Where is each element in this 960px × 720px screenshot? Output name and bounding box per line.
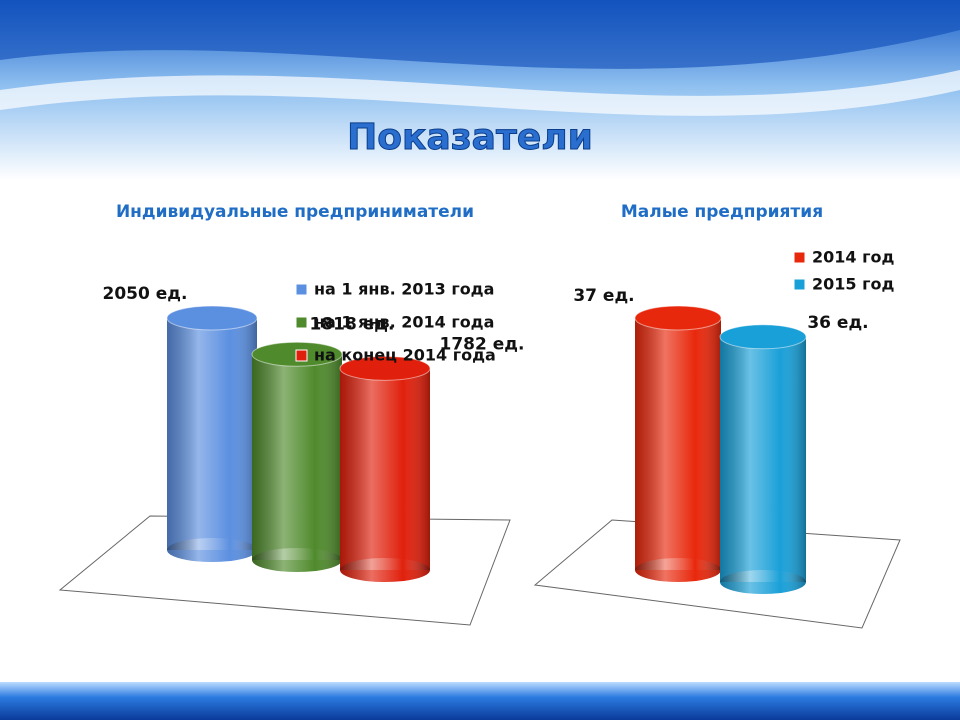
slide-title: Показатели	[347, 117, 593, 158]
bar-shine	[167, 318, 257, 550]
bottom-band	[0, 682, 960, 720]
data-label: 2050 ед.	[103, 284, 188, 304]
data-label: 36 ед.	[807, 313, 868, 333]
legend-marker	[295, 349, 308, 362]
legend-marker	[793, 278, 806, 291]
cylinder-top	[719, 324, 807, 350]
bar-shine	[252, 548, 342, 572]
legend-label: на 1 янв. 2013 года	[314, 280, 494, 299]
swirl	[0, 70, 960, 116]
legend-label: на 1 янв. 2014 года	[314, 313, 494, 332]
legend-marker	[295, 316, 308, 329]
bar-shine	[167, 538, 257, 562]
data-label: 1818 ед.	[310, 314, 395, 334]
legend-marker	[295, 283, 308, 296]
bar-shine	[720, 570, 806, 594]
data-label: 1782 ед.	[440, 334, 525, 354]
legend-label: 2014 год	[812, 248, 894, 267]
data-label: 37 ед.	[573, 286, 634, 306]
legend-label: 2015 год	[812, 275, 894, 294]
bar-shine	[340, 558, 430, 582]
chart-title: Малые предприятия	[621, 202, 823, 222]
legend-marker	[793, 251, 806, 264]
cylinder-top	[634, 305, 722, 331]
legend-label: на конец 2014 года	[314, 346, 496, 365]
bar-shine	[635, 318, 721, 570]
bar-shine	[635, 558, 721, 582]
bar-shine	[720, 336, 806, 582]
swirl	[0, 0, 960, 69]
chart-title: Индивидуальные предприниматели	[116, 202, 474, 222]
cylinder-top	[339, 355, 431, 381]
bar-shine	[252, 354, 342, 560]
cylinder-top	[166, 305, 258, 331]
bar-shine	[340, 368, 430, 570]
